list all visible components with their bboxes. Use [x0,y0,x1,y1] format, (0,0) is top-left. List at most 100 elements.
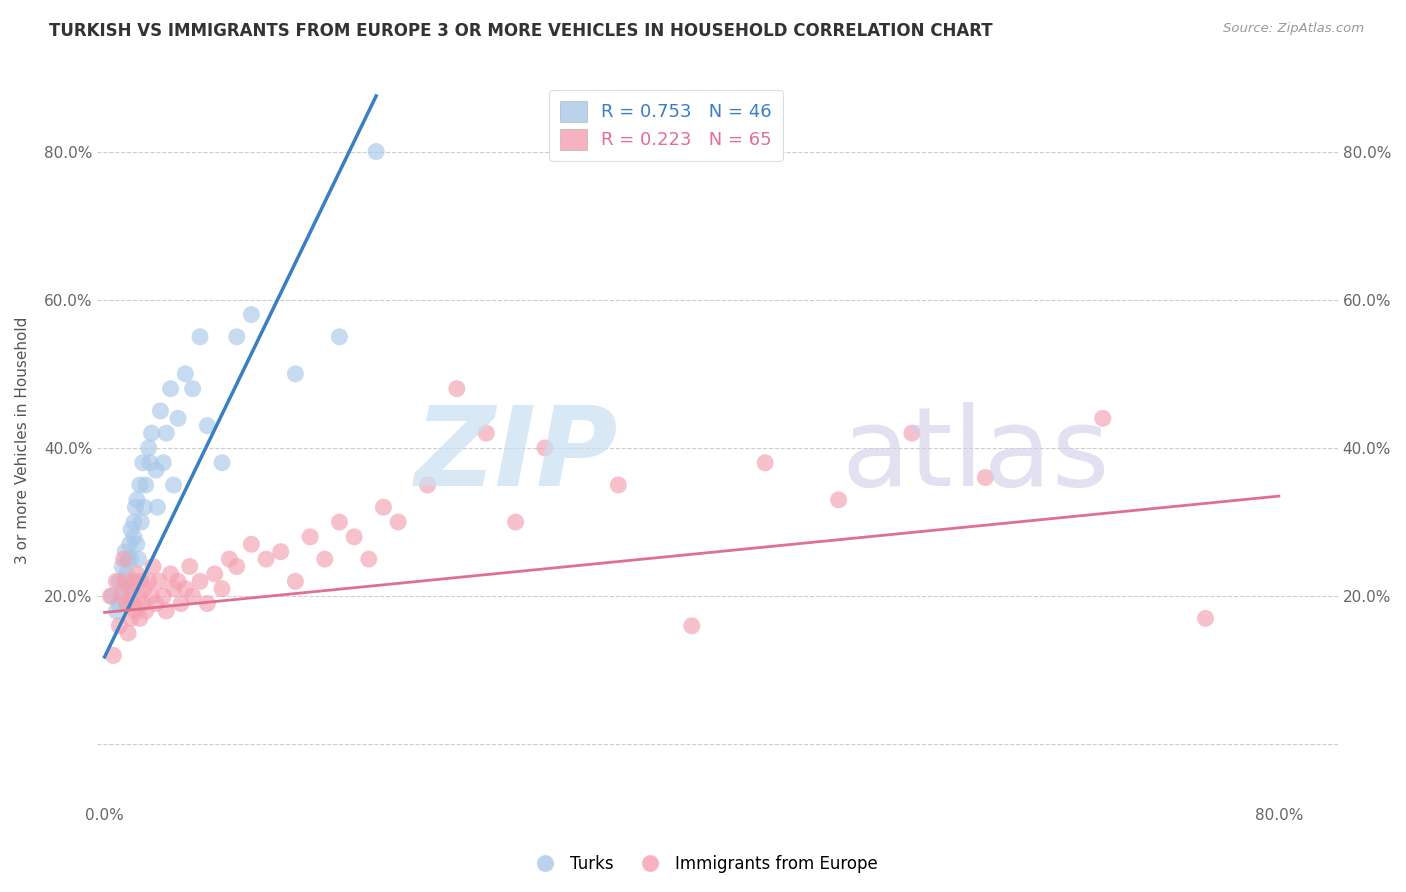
Point [218,552,240,566]
Point [681,619,703,633]
Point [167,574,190,589]
Point [108,597,131,611]
Point [139,456,162,470]
Point [112,582,135,596]
Point [174,582,197,596]
Point [132,597,155,611]
Point [127,589,149,603]
Point [1194,611,1216,625]
Point [159,566,181,581]
Point [108,574,131,589]
Point [125,537,148,551]
Point [299,530,322,544]
Point [328,330,350,344]
Point [121,597,143,611]
Point [108,619,131,633]
Point [754,456,776,470]
Point [1091,411,1114,425]
Point [111,589,134,603]
Point [170,597,193,611]
Point [188,330,211,344]
Point [146,500,169,515]
Point [115,597,138,611]
Point [387,515,409,529]
Point [124,604,146,618]
Point [446,382,468,396]
Point [416,478,439,492]
Point [122,515,145,529]
Point [127,552,149,566]
Point [179,559,201,574]
Point [101,589,124,603]
Point [138,574,160,589]
Point [105,604,128,618]
Point [112,552,135,566]
Point [254,552,277,566]
Point [475,426,498,441]
Point [270,544,292,558]
Point [118,582,141,596]
Legend: Turks, Immigrants from Europe: Turks, Immigrants from Europe [522,848,884,880]
Point [211,456,233,470]
Point [366,145,388,159]
Point [155,604,177,618]
Point [128,611,150,625]
Point [124,500,146,515]
Point [114,544,136,558]
Point [142,559,165,574]
Point [167,411,190,425]
Point [901,426,924,441]
Point [188,574,211,589]
Point [118,537,141,551]
Point [117,552,139,566]
Point [827,492,849,507]
Point [115,566,138,581]
Point [343,530,366,544]
Point [328,515,350,529]
Point [134,500,156,515]
Point [284,574,307,589]
Y-axis label: 3 or more Vehicles in Household: 3 or more Vehicles in Household [15,317,30,565]
Point [125,492,148,507]
Legend: R = 0.753   N = 46, R = 0.223   N = 65: R = 0.753 N = 46, R = 0.223 N = 65 [548,90,783,161]
Point [240,537,263,551]
Point [152,589,174,603]
Point [141,589,163,603]
Text: TURKISH VS IMMIGRANTS FROM EUROPE 3 OR MORE VEHICLES IN HOUSEHOLD CORRELATION CH: TURKISH VS IMMIGRANTS FROM EUROPE 3 OR M… [49,22,993,40]
Point [120,523,142,537]
Point [125,566,148,581]
Point [240,308,263,322]
Point [152,456,174,470]
Point [162,582,184,596]
Text: ZIP: ZIP [415,401,619,508]
Point [159,382,181,396]
Point [117,626,139,640]
Point [174,367,197,381]
Point [100,589,122,603]
Point [114,574,136,589]
Point [103,648,125,663]
Point [120,552,142,566]
Point [111,559,134,574]
Point [148,574,170,589]
Point [195,597,218,611]
Point [145,597,167,611]
Point [204,566,226,581]
Point [181,589,204,603]
Point [134,582,156,596]
Point [115,597,138,611]
Point [122,574,145,589]
Point [129,515,152,529]
Point [225,559,247,574]
Point [534,441,557,455]
Point [181,382,204,396]
Point [314,552,336,566]
Point [132,456,155,470]
Text: atlas: atlas [841,401,1109,508]
Point [138,441,160,455]
Point [120,611,142,625]
Point [373,500,395,515]
Point [149,404,172,418]
Point [162,478,184,492]
Point [145,463,167,477]
